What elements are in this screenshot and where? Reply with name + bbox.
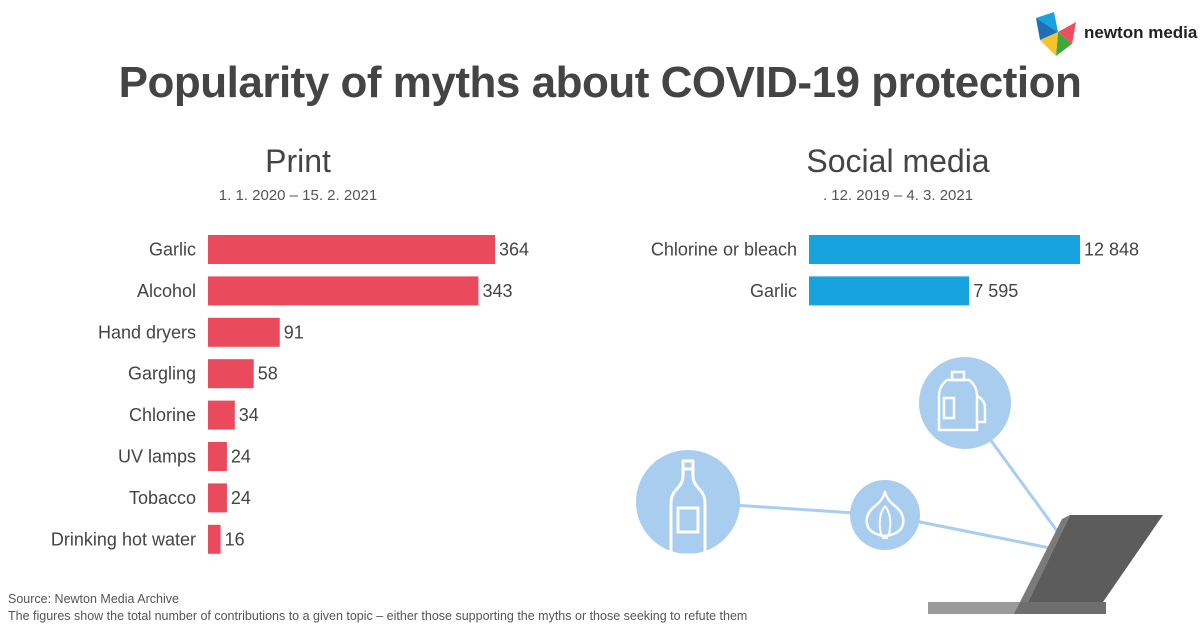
social-bar-chart: Chlorine or bleach 12 848 Garlic 7 595 [651,235,1139,306]
value-label: 91 [284,322,304,342]
print-chart-title: Print [265,143,331,179]
bar [208,524,221,554]
brand: newton media [1032,10,1197,58]
category-label: Drinking hot water [51,529,196,549]
category-label: Garlic [750,281,797,301]
print-bar-chart: Garlic 364 Alcohol 343 Hand dryers 91 Gargling… [51,235,529,554]
social-chart-title: Social media [806,143,990,179]
bar [208,317,280,347]
value-label: 24 [231,447,251,467]
category-label: Chlorine [129,405,196,425]
value-label: 12 848 [1084,240,1139,260]
garlic-icon [850,480,920,550]
source-note: Source: Newton Media Archive [8,592,179,606]
illustration [636,357,1163,614]
laptop-icon [928,515,1163,614]
value-label: 364 [499,240,529,260]
category-label: Gargling [128,364,196,384]
value-label: 34 [239,405,259,425]
print-chart-subtitle: 1. 1. 2020 – 15. 2. 2021 [218,187,378,204]
page-title: Popularity of myths about COVID-19 prote… [118,58,1082,107]
bar [208,276,479,306]
bar [208,483,227,513]
category-label: Tobacco [129,488,196,508]
value-label: 343 [482,281,512,301]
methodology-note: The figures show the total number of con… [8,609,748,623]
bleach-container-icon [919,357,1011,449]
bar [809,276,970,306]
bottle-icon [636,450,740,557]
category-label: Hand dryers [98,322,196,342]
category-label: Alcohol [137,281,196,301]
newton-media-logo-icon [1036,12,1076,56]
category-label: Chlorine or bleach [651,240,797,260]
value-label: 24 [231,488,251,508]
value-label: 7 595 [973,281,1018,301]
value-label: 58 [258,364,278,384]
brand-name: newton media [1084,23,1198,42]
value-label: 16 [225,529,245,549]
bar [208,400,235,430]
bar [208,235,495,264]
social-chart-subtitle: . 12. 2019 – 4. 3. 2021 [822,187,974,204]
category-label: Garlic [149,240,196,260]
bar [208,359,254,389]
bar [208,442,227,471]
bar [809,235,1080,264]
category-label: UV lamps [118,447,196,467]
